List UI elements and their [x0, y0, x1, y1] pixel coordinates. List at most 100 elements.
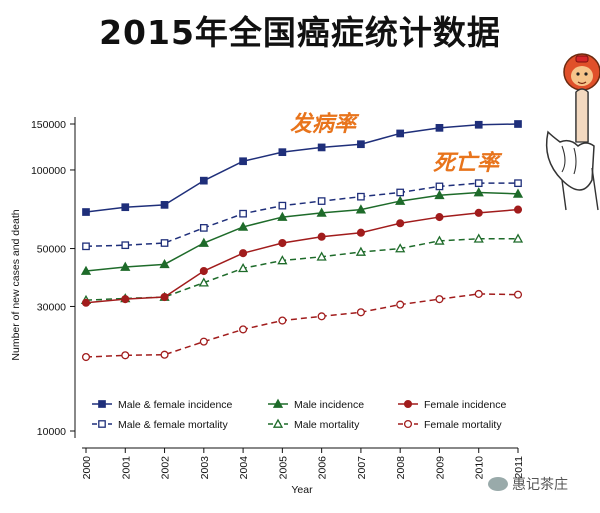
series-2 — [82, 179, 522, 251]
series-5 — [81, 205, 523, 307]
legend-box — [84, 388, 516, 434]
legend-entry: Female mortality — [398, 419, 502, 431]
x-tick-label: 2002 — [160, 456, 172, 480]
monkey-hand-icon — [545, 53, 600, 211]
data-point — [512, 233, 524, 243]
data-point — [199, 176, 208, 185]
series-line — [85, 182, 518, 248]
data-point — [278, 316, 287, 325]
data-point — [82, 208, 90, 216]
annotation-mortality: 死亡率 — [433, 150, 503, 176]
x-tick-label: 2007 — [356, 456, 368, 480]
page-title: 2015年全国癌症统计数据 — [99, 13, 501, 52]
series-line — [85, 208, 519, 304]
data-point — [355, 246, 367, 256]
data-point — [317, 197, 326, 205]
y-tick-label: 150000 — [31, 119, 66, 131]
x-tick-label: 2009 — [434, 456, 446, 480]
data-point — [120, 261, 131, 271]
series-line — [85, 123, 519, 213]
series-line — [85, 293, 519, 358]
series-group — [80, 120, 524, 362]
legend-entry: Male mortality — [268, 418, 360, 431]
data-point — [121, 203, 130, 212]
data-point — [513, 290, 523, 299]
x-tick-label: 2008 — [395, 456, 407, 480]
data-point — [355, 204, 367, 214]
data-point — [199, 266, 208, 276]
data-point — [121, 241, 130, 250]
legend-swatch-marker — [272, 418, 284, 428]
chat-bubble-icon — [488, 477, 508, 491]
x-tick-label: 2001 — [120, 456, 132, 480]
x-tick-label: 2003 — [199, 456, 211, 480]
data-point — [160, 292, 169, 302]
x-tick-label: 2010 — [474, 456, 486, 480]
y-tick-label: 50000 — [37, 244, 66, 256]
legend-label: Male incidence — [294, 399, 364, 411]
data-point — [237, 262, 249, 273]
series-1 — [82, 120, 522, 216]
data-point — [239, 209, 247, 218]
data-point — [160, 201, 169, 209]
data-point — [514, 179, 522, 188]
data-point — [396, 219, 405, 228]
data-point — [435, 123, 444, 132]
data-point — [356, 308, 365, 317]
data-point — [395, 195, 406, 205]
data-point — [395, 243, 406, 253]
legend-swatch-marker — [403, 419, 413, 429]
data-point — [473, 187, 484, 197]
data-point — [473, 233, 484, 243]
data-point — [474, 179, 483, 188]
legend-swatch-marker — [403, 399, 413, 409]
data-point — [474, 289, 483, 298]
x-tick-label: 2000 — [81, 456, 93, 480]
data-point — [474, 208, 483, 217]
series-3 — [80, 187, 524, 275]
series-4 — [80, 233, 524, 305]
data-point — [512, 188, 524, 198]
legend-entry: Male & female mortality — [92, 419, 228, 431]
data-point — [82, 242, 90, 251]
data-point — [316, 207, 327, 217]
series-line — [85, 238, 518, 301]
data-point — [435, 295, 444, 304]
x-axis-label: Year — [291, 484, 313, 496]
data-point — [121, 351, 130, 360]
x-axis-ticks: 2000 2001 2002 2003 2004 2005 2006 2007 2008 2009… — [81, 448, 525, 479]
legend-label: Male & female mortality — [118, 419, 228, 431]
data-point — [160, 350, 169, 359]
data-point — [357, 140, 365, 149]
data-point — [278, 238, 287, 248]
data-point — [199, 224, 208, 232]
data-point — [317, 232, 326, 241]
data-point — [278, 201, 287, 210]
data-point — [239, 157, 247, 166]
legend-swatch-marker — [98, 400, 106, 408]
y-tick-label: 100000 — [31, 165, 66, 177]
data-point — [81, 352, 91, 362]
legend: Male & female incidence Male incidence Fem… — [92, 398, 506, 431]
annotation-incidence: 发病率 — [290, 111, 360, 137]
data-point — [435, 182, 444, 191]
legend-swatch-marker — [98, 420, 106, 428]
data-point — [474, 120, 483, 129]
y-tick-label: 10000 — [37, 426, 66, 438]
data-point — [317, 312, 326, 321]
data-point — [239, 325, 248, 334]
data-point — [160, 239, 169, 247]
x-tick-label: 2004 — [238, 456, 250, 480]
legend-label: Female incidence — [424, 399, 506, 411]
data-point — [277, 211, 288, 221]
series-6 — [81, 289, 523, 362]
data-point — [198, 277, 209, 287]
data-point — [121, 295, 130, 304]
data-point — [80, 265, 92, 275]
data-point — [356, 228, 365, 237]
legend-label: Male mortality — [294, 419, 360, 431]
y-axis-ticks: 10000 30000 50000 100000 150000 — [31, 119, 75, 438]
legend-label: Male & female incidence — [118, 399, 233, 411]
data-point — [316, 251, 327, 261]
